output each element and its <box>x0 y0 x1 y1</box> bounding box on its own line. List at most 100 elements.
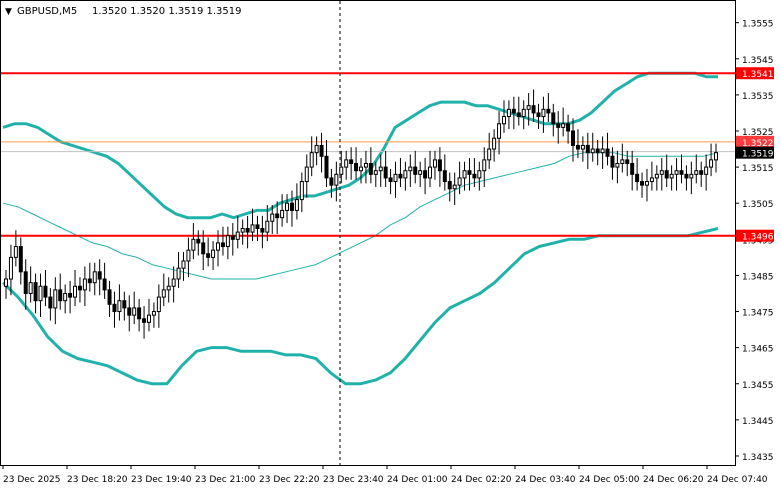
ohlc-label: 1.3520 1.3520 1.3519 1.3519 <box>92 6 242 17</box>
bull-candle <box>694 170 699 175</box>
bull-candle <box>151 311 156 316</box>
support-price-tag <box>736 229 774 242</box>
bull-candle <box>669 173 674 179</box>
bear-candle <box>58 289 63 302</box>
bull-candle <box>709 159 714 168</box>
bear-candle <box>87 278 92 284</box>
bear-candle <box>68 292 73 298</box>
y-tick-label: 1.3455 <box>742 381 774 391</box>
bear-candle <box>206 253 211 258</box>
bull-candle <box>497 123 502 139</box>
bear-candle <box>398 173 403 179</box>
bear-candle <box>511 108 516 114</box>
bull-candle <box>191 238 196 251</box>
bear-candle <box>423 170 428 179</box>
bull-candle <box>4 278 8 287</box>
bear-candle <box>413 166 418 175</box>
bid-price-tag <box>736 135 774 148</box>
bear-candle <box>289 202 294 211</box>
bear-candle <box>255 224 260 229</box>
symbol-label: GBPUSD,M5 <box>17 6 77 17</box>
bull-candle <box>674 170 679 175</box>
bear-candle <box>23 271 28 294</box>
bull-candle <box>363 162 368 168</box>
x-tick-label: 23 Dec 23:40 <box>323 475 384 485</box>
y-tick-label: 1.3525 <box>742 128 774 138</box>
bear-candle <box>610 155 615 168</box>
bear-candle <box>625 159 630 164</box>
bull-candle <box>225 235 230 248</box>
chart-header: ▼ GBPUSD,M5 1.3520 1.3520 1.3519 1.3519 <box>5 6 242 17</box>
y-tick-label: 1.3465 <box>742 345 774 355</box>
x-tick-label: 23 Dec 18:20 <box>67 475 128 485</box>
bull-candle <box>462 170 467 179</box>
bear-candle <box>699 170 704 175</box>
bull-candle <box>644 181 649 186</box>
bear-candle <box>383 166 388 179</box>
bear-candle <box>230 235 235 240</box>
y-tick-label: 1.3505 <box>742 200 774 210</box>
y-tick-label: 1.3535 <box>742 92 774 102</box>
bear-candle <box>137 307 142 320</box>
x-tick-label: 24 Dec 02:20 <box>451 475 512 485</box>
bear-candle <box>640 181 645 186</box>
bear-candle <box>556 123 561 128</box>
bear-candle <box>77 285 82 291</box>
bull-candle <box>541 108 546 118</box>
bear-candle <box>329 177 334 186</box>
bull-candle <box>654 173 659 179</box>
bull-candle <box>620 159 625 164</box>
x-tick-label: 23 Dec 21:00 <box>195 475 256 485</box>
bull-candle <box>82 278 87 291</box>
bear-candle <box>319 144 324 157</box>
bull-candle <box>117 300 122 313</box>
bear-candle <box>48 296 53 309</box>
bull-candle <box>359 166 363 172</box>
bear-candle <box>196 238 201 244</box>
bear-candle <box>142 318 147 323</box>
bull-candle <box>403 170 408 179</box>
bull-candle <box>477 170 482 179</box>
y-tick-label: 1.3445 <box>742 417 774 427</box>
bull-candle <box>8 256 13 280</box>
bear-candle <box>18 246 23 273</box>
y-tick-label: 1.3485 <box>742 272 774 282</box>
bear-candle <box>605 148 610 157</box>
y-tick-label: 1.3545 <box>742 56 774 66</box>
x-tick-label: 24 Dec 01:00 <box>387 475 448 485</box>
bull-candle <box>314 144 319 154</box>
bear-candle <box>388 177 393 183</box>
bull-candle <box>13 246 18 258</box>
bear-candle <box>260 227 265 233</box>
bull-candle <box>53 289 58 309</box>
bear-candle <box>122 300 127 309</box>
bull-candle <box>432 159 437 168</box>
bull-candle <box>280 209 285 219</box>
bull-candle <box>334 173 339 186</box>
bull-candle <box>211 249 216 258</box>
bear-candle <box>630 162 635 175</box>
collapse-triangle-icon[interactable]: ▼ <box>5 7 12 17</box>
bear-candle <box>595 148 600 154</box>
bull-candle <box>457 177 462 186</box>
bull-candle <box>452 184 457 190</box>
bull-candle <box>285 202 290 211</box>
bull-candle <box>714 152 718 161</box>
bull-candle <box>600 148 605 154</box>
bull-candle <box>339 166 344 175</box>
bear-candle <box>679 170 684 175</box>
bull-candle <box>492 137 497 150</box>
bear-candle <box>536 112 541 118</box>
bull-candle <box>590 148 595 154</box>
bear-candle <box>33 282 38 302</box>
bull-candle <box>166 285 171 291</box>
bear-candle <box>546 108 551 114</box>
last-price-tag <box>736 146 774 159</box>
bear-candle <box>531 105 536 114</box>
bull-candle <box>344 159 349 168</box>
bull-candle <box>580 144 585 150</box>
bear-candle <box>635 173 640 183</box>
bull-candle <box>304 166 309 183</box>
bull-candle <box>649 177 654 183</box>
